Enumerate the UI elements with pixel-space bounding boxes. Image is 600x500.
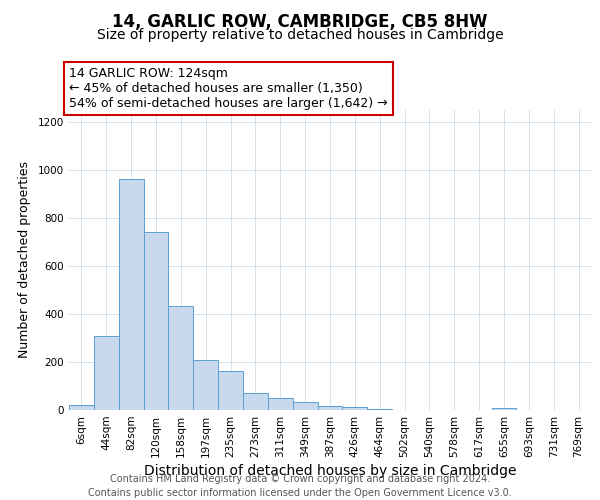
Text: 14, GARLIC ROW, CAMBRIDGE, CB5 8HW: 14, GARLIC ROW, CAMBRIDGE, CB5 8HW (112, 12, 488, 30)
Text: Contains HM Land Registry data © Crown copyright and database right 2024.
Contai: Contains HM Land Registry data © Crown c… (88, 474, 512, 498)
Bar (343, 407, 367, 410)
Bar (143, 232, 169, 410)
Text: Size of property relative to detached houses in Cambridge: Size of property relative to detached ho… (97, 28, 503, 42)
Bar (69, 405, 94, 410)
Bar (491, 408, 517, 410)
Y-axis label: Number of detached properties: Number of detached properties (18, 162, 31, 358)
Bar (119, 179, 143, 410)
Bar (218, 371, 243, 410)
Bar (367, 409, 392, 410)
Bar (317, 406, 343, 410)
Bar (193, 360, 218, 410)
Bar (243, 392, 268, 410)
Bar (94, 336, 119, 410)
Bar (169, 306, 193, 410)
Bar (268, 398, 293, 410)
Text: 14 GARLIC ROW: 124sqm
← 45% of detached houses are smaller (1,350)
54% of semi-d: 14 GARLIC ROW: 124sqm ← 45% of detached … (69, 67, 388, 110)
X-axis label: Distribution of detached houses by size in Cambridge: Distribution of detached houses by size … (144, 464, 516, 478)
Bar (293, 402, 317, 410)
